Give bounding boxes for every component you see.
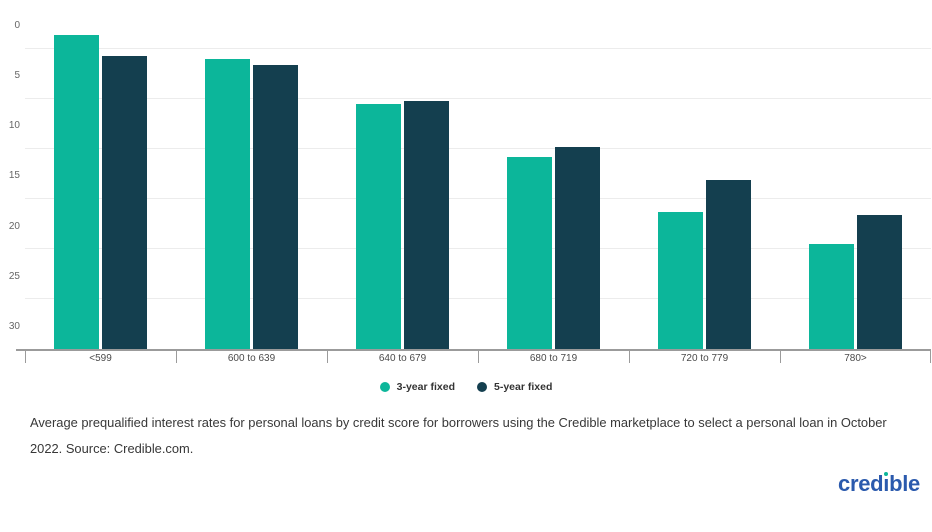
legend-dot-navy-icon (477, 382, 487, 392)
legend-label: 5-year fixed (494, 381, 553, 393)
x-axis-label: 720 to 779 (680, 353, 729, 364)
bar-3-year-fixed (356, 104, 401, 349)
caption-line-2: 2022. Source: Credible.com. (30, 441, 194, 456)
x-axis-label: 680 to 719 (529, 353, 578, 364)
gridline (25, 198, 931, 200)
legend: 3-year fixed 5-year fixed (0, 381, 932, 393)
bar-5-year-fixed (706, 179, 751, 349)
bar-3-year-fixed (658, 211, 703, 349)
logo-text-part1: cred (838, 471, 884, 496)
y-axis-label: 10 (8, 120, 20, 132)
axis-tick (930, 349, 931, 363)
gridline (25, 248, 931, 250)
x-axis-label: <599 (89, 353, 112, 364)
legend-label: 3-year fixed (396, 381, 455, 393)
bar-3-year-fixed (507, 157, 552, 349)
y-axis-label: 15 (8, 170, 20, 182)
x-axis-label: 600 to 639 (227, 353, 276, 364)
bar-3-year-fixed (809, 243, 854, 349)
axis-tick (327, 349, 328, 363)
caption-line-1: Average prequalified interest rates for … (30, 415, 887, 430)
bar-5-year-fixed (857, 214, 902, 349)
y-axis-label: 0 (14, 20, 20, 31)
axis-tick (629, 349, 630, 363)
gridline (25, 298, 931, 300)
gridline (25, 47, 931, 49)
gridline (25, 147, 931, 149)
axis-tick (780, 349, 781, 363)
logo-dotless-i: ı (883, 471, 890, 496)
bar-5-year-fixed (404, 101, 449, 349)
bar-chart: <599 600 to 639 640 to 679 680 to 719 720 to… (0, 8, 932, 366)
legend-dot-teal-icon (379, 382, 390, 392)
axis-tick (478, 349, 479, 363)
x-axis-label: 780> (844, 353, 867, 364)
legend-item-5-year-fixed: 5-year fixed (477, 381, 552, 393)
axis-tick (176, 349, 177, 363)
axis-tick (25, 349, 26, 363)
bar-5-year-fixed (253, 65, 298, 349)
plot-area: <599 600 to 639 640 to 679 680 to 719 720 to… (25, 8, 931, 364)
y-axis-label: 30 (8, 320, 20, 332)
logo-i-dot-icon (884, 472, 889, 476)
bar-5-year-fixed (102, 56, 147, 349)
y-axis-label: 25 (8, 270, 20, 282)
logo-text-part2: ble (889, 471, 920, 496)
chart-caption: Average prequalified interest rates for … (30, 410, 912, 462)
y-axis-label: 20 (8, 220, 20, 232)
bar-3-year-fixed (54, 35, 99, 349)
bar-3-year-fixed (205, 59, 250, 349)
legend-item-3-year-fixed: 3-year fixed (379, 381, 455, 393)
logo-letter-i: ı (883, 471, 889, 497)
bar-5-year-fixed (555, 147, 600, 349)
x-axis-label: 640 to 679 (378, 353, 427, 364)
credible-logo: credı ble (838, 471, 920, 497)
x-axis-line (16, 349, 931, 351)
gridline (25, 97, 931, 99)
y-axis-label: 5 (14, 70, 20, 82)
